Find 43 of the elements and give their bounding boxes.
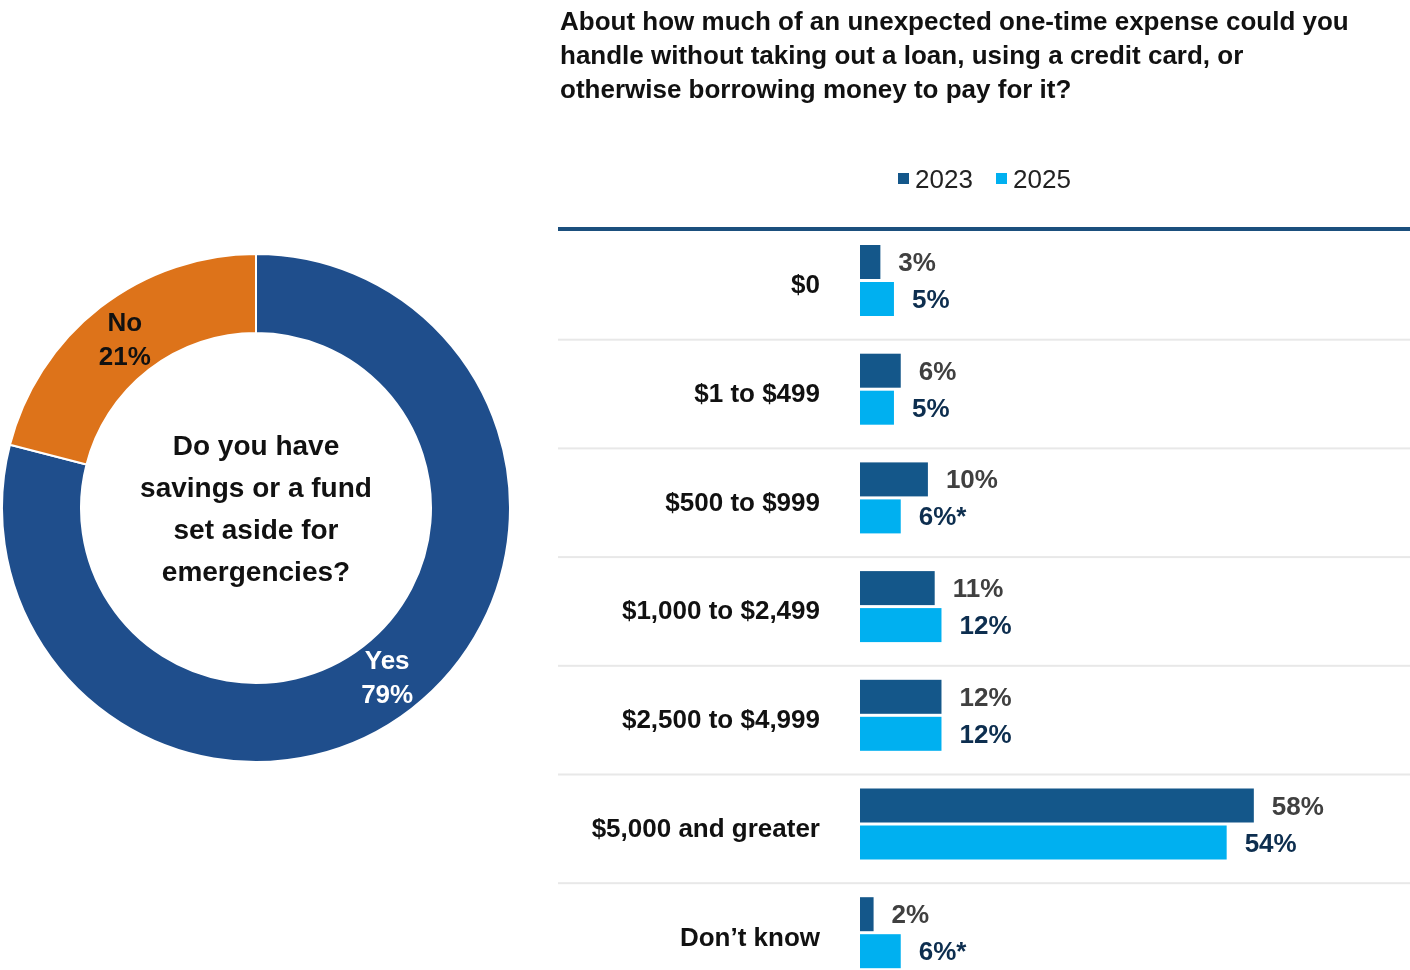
- data-label: 54%: [1244, 827, 1297, 858]
- data-label: 3%: [898, 247, 936, 277]
- legend-label: 2025: [1013, 164, 1071, 194]
- data-label: 5%: [911, 392, 950, 423]
- bar: [860, 571, 935, 606]
- bar: [860, 499, 901, 534]
- bar: [860, 608, 942, 643]
- bar: [860, 934, 901, 969]
- bar: [860, 462, 928, 497]
- bar: [860, 716, 942, 751]
- data-label: 6%: [918, 355, 957, 386]
- slice-label: Yes: [364, 645, 410, 676]
- y-tick-label: $1 to $499: [694, 378, 820, 409]
- y-tick-label: $500 to $999: [665, 486, 820, 517]
- data-label: 2%: [891, 899, 930, 930]
- y-tick-label: Don’t know: [679, 921, 821, 952]
- data-label: 10%: [945, 464, 998, 495]
- data-label: 79%: [361, 679, 414, 710]
- bar: [860, 282, 894, 316]
- y-tick-label: $5,000 and greater: [591, 812, 820, 843]
- y-tick-label: $0: [791, 269, 820, 300]
- bar: [860, 679, 942, 714]
- slice-label: No: [107, 306, 143, 337]
- data-label: 12%: [959, 718, 1012, 749]
- data-label: 6%*: [918, 936, 968, 967]
- chart-title: About how much of an unexpected one-time expense could you handle without taking out a loan, using a credit card, or otherwise borrowing money to pay for it?: [560, 6, 1349, 104]
- legend-label: 2023: [915, 164, 973, 194]
- y-tick-label: $2,500 to $4,999: [621, 704, 820, 735]
- bar: [860, 788, 1254, 823]
- data-label: 12%: [959, 610, 1012, 641]
- data-label: 11%: [952, 573, 1004, 604]
- bar: [860, 245, 881, 279]
- data-label: 5%: [911, 284, 950, 314]
- data-label: 6%*: [918, 501, 968, 532]
- data-label: 12%: [959, 681, 1012, 712]
- data-label: 21%: [98, 340, 151, 371]
- bar: [860, 897, 874, 932]
- text: Do you have savings or a fund set aside for emergencies?: [140, 430, 372, 587]
- y-tick-label: $1,000 to $2,499: [621, 595, 820, 626]
- bar: [860, 390, 894, 425]
- bar: [860, 353, 901, 388]
- bar: [860, 825, 1227, 860]
- data-label: 58%: [1271, 790, 1324, 821]
